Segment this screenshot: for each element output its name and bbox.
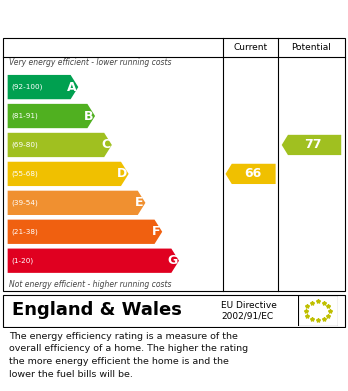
Polygon shape — [8, 162, 129, 186]
Polygon shape — [8, 75, 78, 99]
Text: (69-80): (69-80) — [11, 142, 38, 148]
Polygon shape — [226, 164, 276, 184]
Text: D: D — [117, 167, 127, 180]
Polygon shape — [8, 104, 95, 128]
Text: 2002/91/EC: 2002/91/EC — [221, 312, 273, 321]
Polygon shape — [8, 191, 145, 215]
Polygon shape — [282, 135, 341, 155]
Text: Not energy efficient - higher running costs: Not energy efficient - higher running co… — [9, 280, 171, 289]
Text: (21-38): (21-38) — [11, 228, 38, 235]
Text: Very energy efficient - lower running costs: Very energy efficient - lower running co… — [9, 58, 171, 67]
Polygon shape — [8, 220, 162, 244]
Text: Current: Current — [234, 43, 268, 52]
Text: 77: 77 — [304, 138, 322, 151]
Text: (1-20): (1-20) — [11, 257, 33, 264]
Text: EU Directive: EU Directive — [221, 301, 277, 310]
Polygon shape — [8, 133, 112, 157]
Polygon shape — [8, 249, 179, 273]
Text: 66: 66 — [244, 167, 261, 180]
Text: F: F — [152, 225, 160, 238]
Text: England & Wales: England & Wales — [12, 301, 182, 319]
Text: Potential: Potential — [292, 43, 331, 52]
Text: (55-68): (55-68) — [11, 170, 38, 177]
Text: E: E — [135, 196, 144, 209]
Text: (81-91): (81-91) — [11, 113, 38, 119]
Text: C: C — [101, 138, 110, 151]
Text: (39-54): (39-54) — [11, 199, 38, 206]
Text: B: B — [84, 109, 93, 122]
Text: G: G — [167, 254, 177, 267]
Text: A: A — [67, 81, 77, 93]
Text: Energy Efficiency Rating: Energy Efficiency Rating — [9, 10, 219, 25]
Text: The energy efficiency rating is a measure of the
overall efficiency of a home. T: The energy efficiency rating is a measur… — [9, 332, 248, 379]
Text: (92-100): (92-100) — [11, 84, 42, 90]
